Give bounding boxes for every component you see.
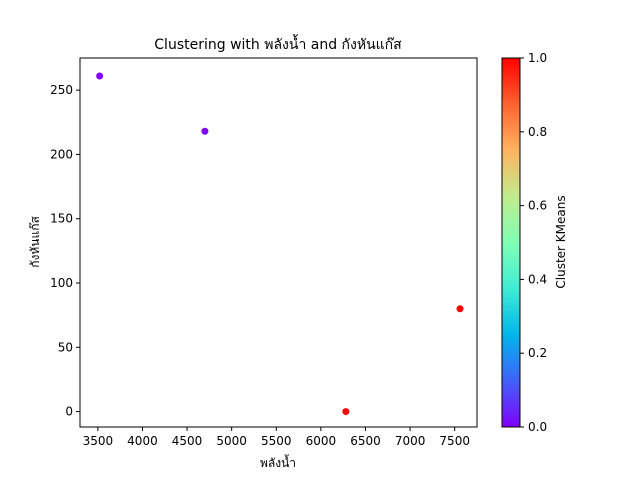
colorbar-tick-label: 0.4 bbox=[528, 272, 547, 286]
x-tick-label: 7000 bbox=[395, 434, 426, 448]
x-tick-label: 6000 bbox=[306, 434, 337, 448]
y-tick-label: 250 bbox=[50, 83, 73, 97]
x-tick-label: 7500 bbox=[439, 434, 470, 448]
colorbar bbox=[501, 57, 521, 428]
colorbar-tick-label: 0.6 bbox=[528, 199, 547, 213]
colorbar-label: Cluster KMeans bbox=[554, 195, 568, 288]
y-tick-label: 0 bbox=[65, 405, 73, 419]
x-tick-label: 4000 bbox=[127, 434, 158, 448]
x-axis-ticks: 3500 4000 4500 5000 5500 6000 6500 7000 7500 bbox=[83, 427, 470, 448]
x-tick-label: 3500 bbox=[83, 434, 114, 448]
x-tick-label: 5000 bbox=[216, 434, 247, 448]
colorbar-ticks: 0.0 0.2 0.4 0.6 0.8 1.0 bbox=[520, 51, 547, 434]
plot-area-frame bbox=[79, 57, 478, 428]
chart-title: Clustering with พลังน้ำ and กังหันแก๊ส bbox=[154, 34, 402, 53]
data-point bbox=[96, 72, 104, 80]
y-axis-ticks: 0 50 100 150 200 250 bbox=[50, 83, 80, 419]
x-tick-label: 5500 bbox=[261, 434, 292, 448]
x-axis-label: พลังน้ำ bbox=[260, 454, 296, 470]
colorbar-tick-label: 0.8 bbox=[528, 125, 547, 139]
data-point bbox=[456, 305, 464, 313]
y-axis-label: กังหันแก๊ส bbox=[28, 216, 42, 268]
data-point bbox=[342, 408, 350, 416]
colorbar-tick-label: 0.0 bbox=[528, 420, 547, 434]
colorbar-tick-label: 0.2 bbox=[528, 346, 547, 360]
y-tick-label: 200 bbox=[50, 147, 73, 161]
data-point bbox=[201, 127, 209, 135]
colorbar-tick-label: 1.0 bbox=[528, 51, 547, 65]
data-points bbox=[96, 72, 464, 416]
x-tick-label: 4500 bbox=[172, 434, 203, 448]
y-tick-label: 50 bbox=[58, 340, 73, 354]
y-tick-label: 100 bbox=[50, 276, 73, 290]
y-tick-label: 150 bbox=[50, 212, 73, 226]
x-tick-label: 6500 bbox=[350, 434, 381, 448]
